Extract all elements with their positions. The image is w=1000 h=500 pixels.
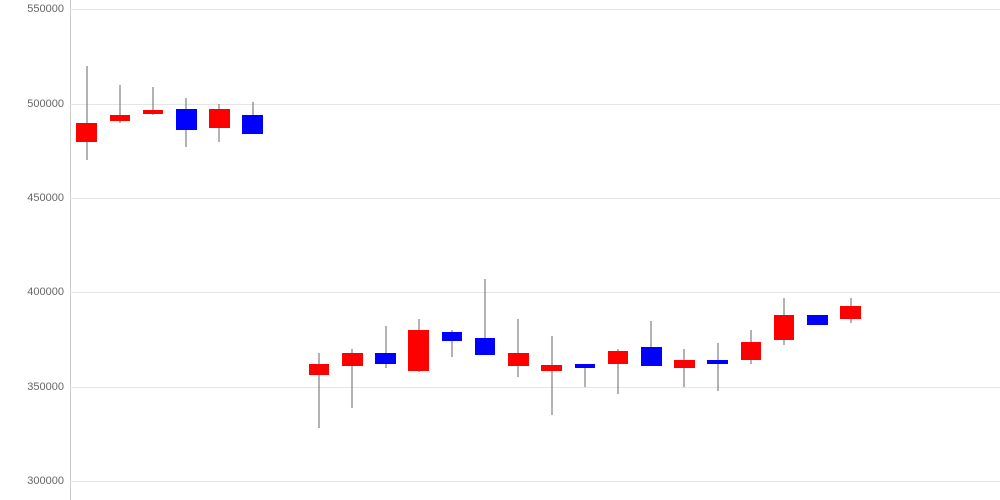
candle-body xyxy=(840,306,861,319)
candle-body xyxy=(342,353,363,366)
candle-body xyxy=(76,123,97,142)
candlestick-chart: 300000 350000 400000 450000 500000 550000 xyxy=(0,0,1000,500)
candle-body xyxy=(575,364,596,368)
y-tick-label: 550000 xyxy=(27,3,64,15)
candle-body xyxy=(209,109,230,128)
candle-wick xyxy=(518,319,519,377)
y-tick-label: 450000 xyxy=(27,192,64,204)
candle-body xyxy=(541,365,562,371)
candle-body xyxy=(707,360,728,364)
candle-wick xyxy=(551,336,552,415)
candle-up xyxy=(475,0,496,500)
y-tick-label: 400000 xyxy=(27,286,64,298)
candle-body xyxy=(408,330,429,371)
candle-down xyxy=(309,0,330,500)
plot-area xyxy=(70,0,1000,500)
candle-down xyxy=(209,0,230,500)
candle-body xyxy=(442,332,463,341)
candle-body xyxy=(309,364,330,375)
candle-body xyxy=(608,351,629,364)
candle-body xyxy=(641,347,662,366)
candle-body xyxy=(110,115,131,121)
candle-body xyxy=(774,315,795,340)
candle-down xyxy=(674,0,695,500)
candle-down xyxy=(110,0,131,500)
candle-body xyxy=(242,115,263,134)
y-tick-label: 350000 xyxy=(27,381,64,393)
candle-down xyxy=(608,0,629,500)
candle-up xyxy=(707,0,728,500)
candle-down xyxy=(840,0,861,500)
candle-down xyxy=(143,0,164,500)
candle-body xyxy=(508,353,529,366)
candle-down xyxy=(408,0,429,500)
y-tick-label: 300000 xyxy=(27,475,64,487)
candle-up xyxy=(375,0,396,500)
candle-body xyxy=(375,353,396,364)
candle-down xyxy=(508,0,529,500)
candle-body xyxy=(176,109,197,130)
y-tick-label: 500000 xyxy=(27,98,64,110)
candle-down xyxy=(774,0,795,500)
candle-wick xyxy=(717,343,718,390)
candle-body xyxy=(143,110,164,114)
candle-down xyxy=(741,0,762,500)
candle-up xyxy=(176,0,197,500)
candle-up xyxy=(442,0,463,500)
candle-wick xyxy=(86,66,87,160)
candle-body xyxy=(741,342,762,361)
candle-body xyxy=(807,315,828,324)
candle-up xyxy=(242,0,263,500)
candle-up xyxy=(807,0,828,500)
candle-down xyxy=(76,0,97,500)
candle-down xyxy=(342,0,363,500)
candle-body xyxy=(475,338,496,355)
candle-up xyxy=(575,0,596,500)
candle-down xyxy=(541,0,562,500)
candle-body xyxy=(674,360,695,368)
candle-up xyxy=(641,0,662,500)
